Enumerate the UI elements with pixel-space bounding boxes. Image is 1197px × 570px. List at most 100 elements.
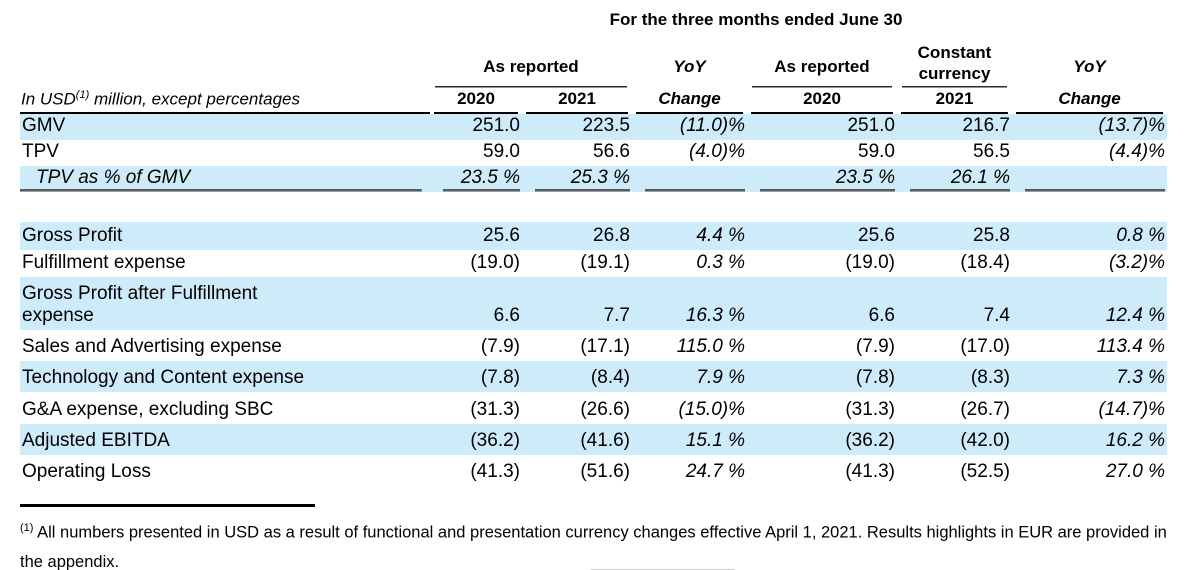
row-label-line2: expense: [22, 305, 94, 326]
cell-value: 59.0: [858, 141, 895, 162]
table-row: Sales and Advertising expense (7.9) (17.1)…: [20, 330, 1167, 361]
cell-value: 26.8: [522, 222, 632, 250]
cell-value: (7.9): [480, 336, 520, 357]
cell-value: (17.1): [580, 336, 630, 357]
cell-value: 6.6: [747, 277, 897, 330]
cell-value: (19.0): [470, 252, 520, 273]
cell-value: 16.3 %: [632, 277, 747, 330]
table-row: Operating Loss (41.3) (51.6) 24.7 % (41.3) (5…: [20, 455, 1167, 486]
footnote-separator-line: [20, 504, 315, 507]
row-label-line1: Gross Profit after Fulfillment: [22, 283, 258, 304]
cell-value: 24.7 %: [685, 461, 745, 482]
cell-value: 16.2 %: [1012, 424, 1168, 455]
cell-value: 7.4: [897, 277, 1012, 330]
cell-value: (8.4): [522, 361, 632, 392]
group-header-constant-currency: Constant currency: [897, 34, 1012, 88]
cell-value: (19.1): [580, 252, 630, 273]
cell-value: 27.0 %: [1105, 461, 1166, 482]
cell-value: 25.6: [747, 222, 897, 250]
cell-value: (15.0)%: [678, 399, 745, 420]
footnote-text: All numbers presented in USD as a result…: [20, 523, 1167, 570]
cell-value: 0.3 %: [696, 252, 745, 273]
cell-value: 251.0: [430, 114, 522, 140]
footnote-ref-marker: (1): [75, 89, 90, 102]
column-header-2020: 2020: [430, 88, 522, 114]
cell-value: 23.5 %: [747, 166, 897, 192]
cell-value: (11.0)%: [632, 114, 747, 140]
cell-value: 7.7: [522, 277, 632, 330]
cell-value: 216.7: [897, 114, 1012, 140]
cell-value: 115.0 %: [676, 336, 745, 357]
unit-note-suffix: million, except percentages: [89, 90, 300, 109]
column-header-2021: 2021: [522, 88, 632, 114]
cell-value: (4.0)%: [689, 141, 745, 162]
footnote: (1) All numbers presented in USD as a re…: [20, 514, 1178, 570]
table-row: Adjusted EBITDA (36.2) (41.6) 15.1 % (36.2)(…: [20, 424, 1168, 455]
cell-value: (14.7)%: [1098, 399, 1166, 420]
group-header-yoy: YoY: [673, 57, 706, 76]
row-label: Technology and Content expense: [20, 361, 430, 392]
column-header-row: In USD(1) million, except percentages 20…: [20, 88, 1168, 114]
group-header-yoy-2: YoY: [1073, 57, 1106, 76]
cell-value: 12.4 %: [1012, 277, 1168, 330]
group-header-as-reported-2: As reported: [747, 34, 897, 88]
cell-value: (31.3): [845, 399, 895, 420]
row-label: TPV: [22, 141, 59, 162]
table-row: Gross Profit 25.6 26.8 4.4 % 25.6 25.8 0.8 %: [20, 222, 1168, 250]
cell-value: 15.1 %: [632, 424, 747, 455]
column-header-2020-cc: 2020: [747, 88, 897, 114]
cell-value: (26.7): [960, 399, 1010, 420]
cell-value: 223.5: [522, 114, 632, 140]
row-label: Gross Profit: [20, 222, 430, 250]
financial-results-table: For the three months ended June 30 As re…: [20, 8, 1168, 486]
row-label: G&A expense, excluding SBC: [22, 399, 274, 420]
empty-corner: [20, 8, 430, 34]
cell-value: (26.6): [580, 399, 630, 420]
cell-value: (51.6): [580, 461, 630, 482]
empty-cell: [20, 34, 430, 88]
column-header-change: Change: [632, 88, 747, 114]
cell-value: 23.5 %: [430, 166, 522, 192]
row-label: Adjusted EBITDA: [20, 424, 430, 455]
row-label: Operating Loss: [22, 461, 151, 482]
row-label: Gross Profit after Fulfillment expense: [20, 277, 430, 330]
cell-value: (31.3): [470, 399, 520, 420]
cell-value: [1012, 166, 1168, 192]
table-row: Gross Profit after Fulfillment expense 6.6…: [20, 277, 1168, 330]
cell-value: (8.3): [897, 361, 1012, 392]
cell-value: (42.0): [897, 424, 1012, 455]
row-label: Sales and Advertising expense: [22, 336, 282, 357]
cell-value: (18.4): [960, 252, 1010, 273]
cell-value: (17.0): [960, 336, 1010, 357]
cell-value: (13.7)%: [1012, 114, 1168, 140]
cell-value: (19.0): [845, 252, 895, 273]
cell-value: (4.4)%: [1109, 141, 1166, 162]
table-body: GMV 251.0 223.5 (11.0)% 251.0 216.7 (13.7)% TPV…: [20, 114, 1168, 486]
cell-value: [632, 166, 747, 192]
table-row: GMV 251.0 223.5 (11.0)% 251.0 216.7 (13.7)%: [20, 114, 1168, 140]
cell-value: 25.8: [897, 222, 1012, 250]
cell-value: (41.6): [522, 424, 632, 455]
cell-value: 4.4 %: [632, 222, 747, 250]
table-row: TPV 59.0 56.6 (4.0)% 59.0 56.5 (4.4)%: [20, 140, 1167, 166]
table-row: Technology and Content expense (7.8) (8.4)…: [20, 361, 1168, 392]
cell-value: 25.3 %: [522, 166, 632, 192]
spacer-row: [20, 192, 1168, 222]
table-row: G&A expense, excluding SBC (31.3) (26.6) (1…: [20, 392, 1167, 424]
cell-value: 251.0: [747, 114, 897, 140]
cell-value: 56.5: [973, 141, 1010, 162]
cell-value: 26.1 %: [897, 166, 1012, 192]
cell-value: 6.6: [430, 277, 522, 330]
cell-value: (7.8): [430, 361, 522, 392]
cell-value: (41.3): [845, 461, 895, 482]
cell-value: 59.0: [483, 141, 520, 162]
unit-note-header: In USD(1) million, except percentages: [20, 88, 430, 114]
cell-value: 25.6: [430, 222, 522, 250]
cell-value: 0.8 %: [1012, 222, 1168, 250]
footnote-marker: (1): [20, 522, 34, 534]
cell-value: 56.6: [593, 141, 630, 162]
cell-value: (36.2): [430, 424, 522, 455]
cell-value: (7.9): [855, 336, 895, 357]
cell-value: 113.4 %: [1096, 336, 1166, 357]
column-header-2021-cc: 2021: [897, 88, 1012, 114]
